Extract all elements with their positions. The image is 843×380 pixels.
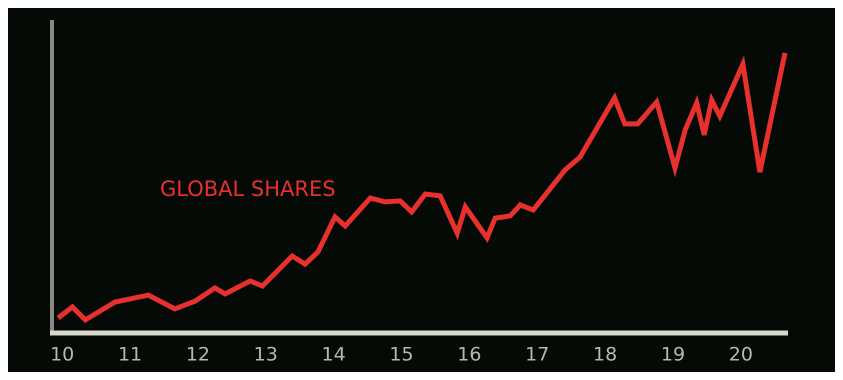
- x-tick-label: 20: [729, 344, 753, 366]
- x-tick-label: 18: [593, 344, 617, 366]
- x-tick-label: 14: [322, 344, 346, 366]
- x-tick-label: 12: [186, 344, 210, 366]
- x-tick-label: 10: [50, 344, 74, 366]
- x-tick-label: 11: [118, 344, 142, 366]
- x-tick-label: 15: [389, 344, 413, 366]
- x-tick-label: 19: [661, 344, 685, 366]
- x-tick-label: 16: [457, 344, 481, 366]
- x-tick-label: 17: [525, 344, 549, 366]
- x-tick-label: 13: [254, 344, 278, 366]
- background: [8, 8, 835, 372]
- series-label: GLOBAL SHARES: [160, 177, 336, 201]
- line: [56, 52, 788, 324]
